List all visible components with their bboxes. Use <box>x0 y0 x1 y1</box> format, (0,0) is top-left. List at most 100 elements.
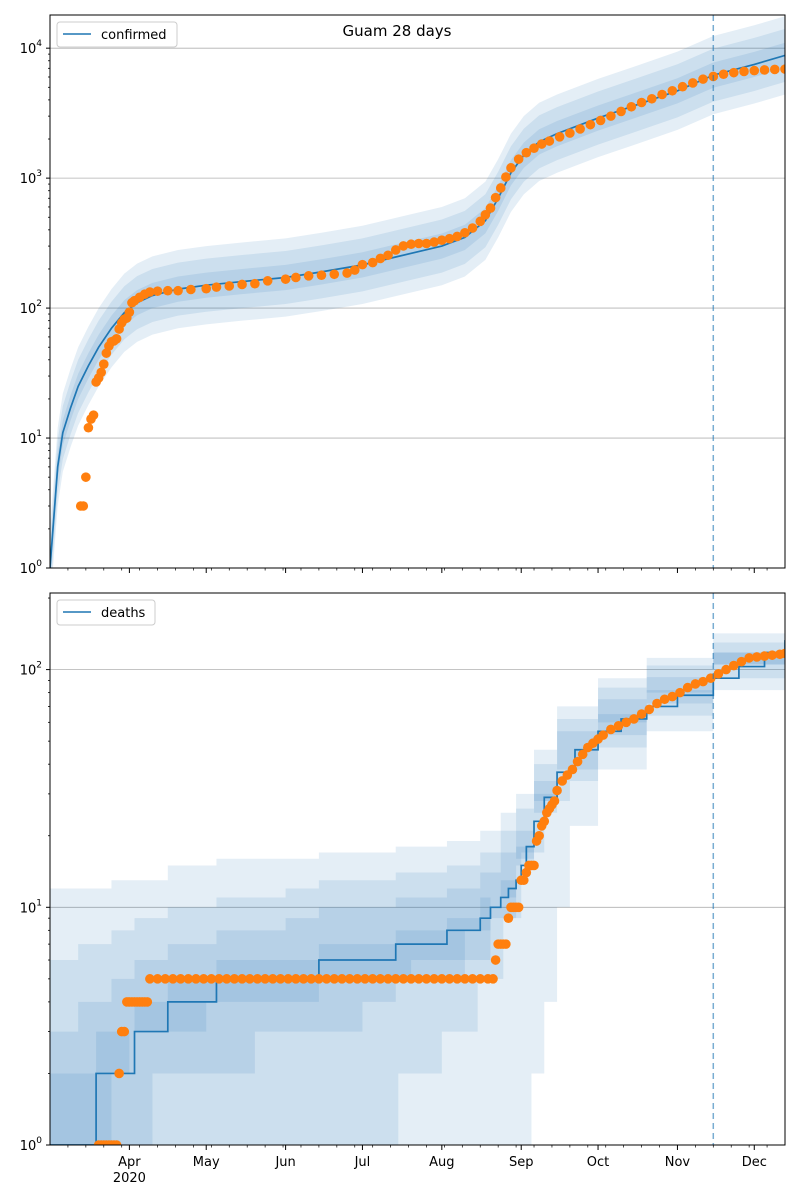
observed-point <box>352 974 363 984</box>
observed-point <box>96 367 107 378</box>
observed-point <box>475 974 486 984</box>
observed-point <box>616 106 626 117</box>
observed-point <box>124 307 135 317</box>
x-tick-label: Apr <box>118 1155 141 1170</box>
observed-point <box>518 875 529 886</box>
observed-point <box>229 974 240 984</box>
observed-point <box>475 216 486 227</box>
observed-point <box>367 974 378 984</box>
observed-point <box>367 257 378 268</box>
observed-point <box>201 283 212 294</box>
observed-point <box>495 183 506 193</box>
confirmed-panel: 100 101 102 103 104 Guam 28 days confirmed <box>20 14 786 577</box>
observed-point <box>452 974 462 984</box>
observed-point <box>375 253 386 264</box>
legend[interactable]: confirmed <box>56 21 178 48</box>
y-tick-label: 104 <box>20 39 43 57</box>
y-tick-label: 102 <box>20 299 42 317</box>
y-tick-label: 102 <box>20 661 42 679</box>
observed-point <box>152 286 163 296</box>
observed-point <box>349 265 360 275</box>
observed-point <box>168 974 178 984</box>
observed-point <box>460 227 470 238</box>
y-tick-label: 101 <box>20 429 42 447</box>
observed-point <box>567 764 578 775</box>
observed-point <box>667 691 678 702</box>
observed-point <box>644 704 655 715</box>
observed-point <box>78 501 89 511</box>
observed-point <box>342 268 352 278</box>
observed-point <box>480 210 491 220</box>
observed-point <box>145 287 155 297</box>
observed-point <box>688 78 698 88</box>
observed-point <box>398 241 409 251</box>
observed-point <box>111 1140 122 1145</box>
observed-point <box>577 749 588 760</box>
observed-point <box>539 816 550 827</box>
y-tick-label: 101 <box>20 898 42 916</box>
observed-point <box>467 974 478 984</box>
observed-point <box>536 139 547 149</box>
uncertainty-band <box>50 16 785 568</box>
y-tick-label: 100 <box>20 559 43 577</box>
observed-point <box>444 974 455 984</box>
observed-point <box>682 682 693 693</box>
observed-point <box>749 65 760 76</box>
observed-point <box>718 69 729 80</box>
observed-point <box>513 154 524 164</box>
observed-point <box>549 796 560 806</box>
observed-point <box>244 974 255 984</box>
observed-point <box>390 974 401 984</box>
observed-point <box>413 974 424 984</box>
observed-point <box>652 698 662 709</box>
observed-point <box>728 67 739 78</box>
observed-point <box>626 101 637 112</box>
observed-point <box>224 281 235 291</box>
observed-point <box>606 111 616 121</box>
observed-point <box>316 270 327 281</box>
observed-point <box>437 235 447 245</box>
observed-point <box>406 239 416 250</box>
observed-point <box>613 721 624 731</box>
observed-point <box>467 223 478 233</box>
observed-point <box>237 279 247 290</box>
observed-point <box>383 974 393 984</box>
observed-point <box>739 66 749 77</box>
observed-point <box>585 119 596 130</box>
observed-point <box>629 714 639 724</box>
x-tick-label: Jun <box>274 1155 295 1170</box>
observed-point <box>460 974 470 984</box>
x-tick-sublabel: 2020 <box>113 1171 146 1186</box>
observed-point <box>572 756 583 767</box>
observed-point <box>119 1026 130 1037</box>
observed-point <box>214 974 224 984</box>
observed-point <box>198 974 209 984</box>
y-tick-label: 103 <box>20 169 42 187</box>
observed-point <box>329 269 340 280</box>
observed-point <box>173 285 183 296</box>
observed-point <box>250 278 260 289</box>
observed-point <box>262 276 273 286</box>
observed-point <box>344 974 355 984</box>
observed-point <box>769 64 780 75</box>
observed-point <box>421 238 432 249</box>
observed-point <box>413 238 424 249</box>
observed-point <box>421 974 432 984</box>
observed-point <box>506 163 516 173</box>
observed-point <box>736 656 747 667</box>
legend[interactable]: deaths <box>56 599 156 626</box>
observed-point <box>529 143 539 153</box>
observed-point <box>647 93 657 104</box>
x-tick-label: Sep <box>509 1155 534 1170</box>
observed-point <box>383 250 393 261</box>
observed-point <box>485 203 496 213</box>
observed-point <box>675 687 685 698</box>
plot-area <box>50 593 785 1145</box>
observed-point <box>88 410 99 420</box>
observed-point <box>329 974 340 984</box>
observed-point <box>114 1068 124 1079</box>
observed-point <box>554 131 565 142</box>
observed-point <box>713 669 724 679</box>
